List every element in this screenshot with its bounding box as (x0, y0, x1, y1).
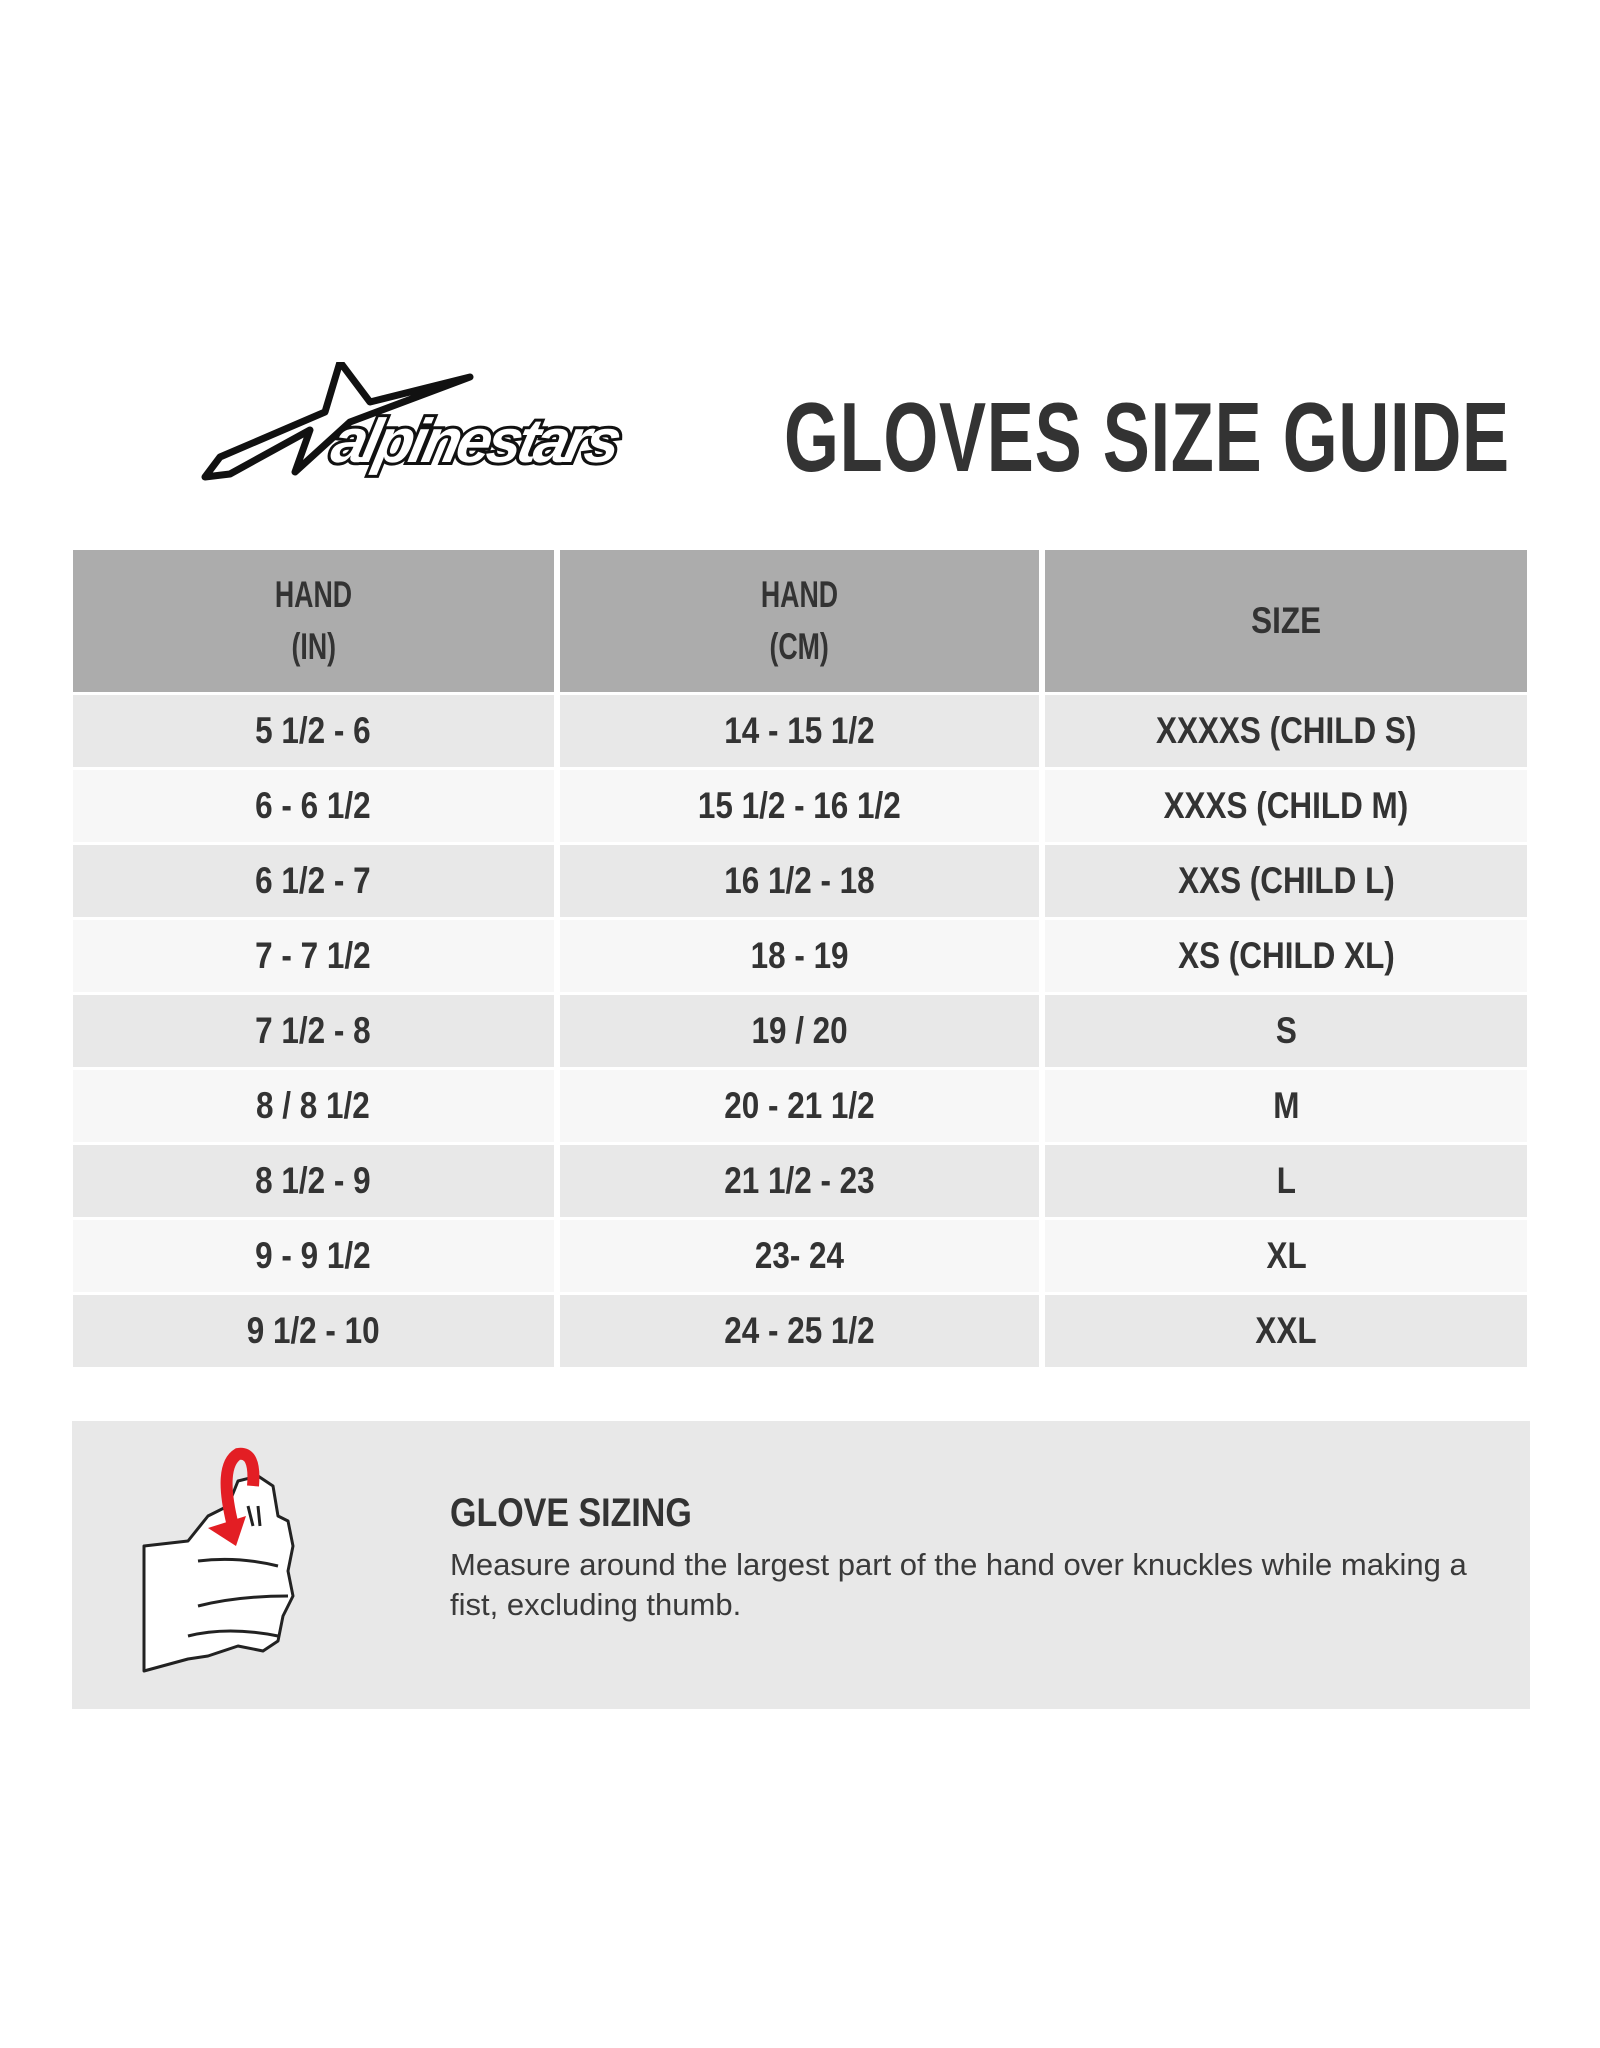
cell-hand-in: 5 1/2 - 6 (73, 695, 554, 767)
table-row: 9 1/2 - 10 24 - 25 1/2 XXL (73, 1295, 1528, 1367)
table-row: 8 / 8 1/2 20 - 21 1/2 M (73, 1070, 1528, 1142)
header-size: SIZE (1045, 550, 1528, 692)
cell-size: XXL (1045, 1295, 1528, 1367)
size-table: HAND (IN) HAND (CM) SIZE 5 1/2 - 6 14 - 15 … (73, 550, 1528, 1370)
cell-hand-cm: 23- 24 (559, 1220, 1040, 1292)
cell-size: XS (CHILD XL) (1045, 920, 1528, 992)
cell-hand-cm: 16 1/2 - 18 (559, 845, 1040, 917)
glove-sizing-panel: GLOVE SIZING Measure around the largest … (72, 1421, 1530, 1709)
cell-hand-in: 6 - 6 1/2 (73, 770, 554, 842)
cell-size: XXS (CHILD L) (1045, 845, 1528, 917)
cell-size: XL (1045, 1220, 1528, 1292)
cell-size: XXXXS (CHILD S) (1045, 695, 1528, 767)
glove-sizing-title: GLOVE SIZING (450, 1491, 692, 1535)
table-row: 6 - 6 1/2 15 1/2 - 16 1/2 XXXS (CHILD M) (73, 770, 1528, 842)
table-header: HAND (IN) HAND (CM) SIZE (73, 550, 1528, 692)
cell-hand-in: 7 1/2 - 8 (73, 995, 554, 1067)
glove-sizing-text: Measure around the largest part of the h… (450, 1547, 1467, 1622)
table-row: 6 1/2 - 7 16 1/2 - 18 XXS (CHILD L) (73, 845, 1528, 917)
cell-hand-cm: 20 - 21 1/2 (559, 1070, 1040, 1142)
cell-hand-in: 7 - 7 1/2 (73, 920, 554, 992)
alpinestars-logo: alpinestars (201, 362, 629, 481)
cell-hand-cm: 19 / 20 (559, 995, 1040, 1067)
cell-hand-in: 6 1/2 - 7 (73, 845, 554, 917)
cell-size: XXXS (CHILD M) (1045, 770, 1528, 842)
cell-hand-in: 9 - 9 1/2 (73, 1220, 554, 1292)
cell-size: M (1045, 1070, 1528, 1142)
table-row: 9 - 9 1/2 23- 24 XL (73, 1220, 1528, 1292)
table-row: 7 - 7 1/2 18 - 19 XS (CHILD XL) (73, 920, 1528, 992)
cell-hand-cm: 18 - 19 (559, 920, 1040, 992)
cell-hand-cm: 14 - 15 1/2 (559, 695, 1040, 767)
cell-hand-cm: 24 - 25 1/2 (559, 1295, 1040, 1367)
fist-measure-icon (142, 1447, 295, 1673)
header-hand-in: HAND (IN) (73, 550, 554, 692)
page-title: GLOVES SIZE GUIDE (784, 382, 1510, 492)
cell-hand-in: 9 1/2 - 10 (73, 1295, 554, 1367)
header-hand-cm: HAND (CM) (559, 550, 1040, 692)
cell-hand-in: 8 1/2 - 9 (73, 1145, 554, 1217)
cell-size: L (1045, 1145, 1528, 1217)
cell-hand-cm: 15 1/2 - 16 1/2 (559, 770, 1040, 842)
cell-hand-cm: 21 1/2 - 23 (559, 1145, 1040, 1217)
table-row: 8 1/2 - 9 21 1/2 - 23 L (73, 1145, 1528, 1217)
cell-hand-in: 8 / 8 1/2 (73, 1070, 554, 1142)
cell-size: S (1045, 995, 1528, 1067)
table-row: 7 1/2 - 8 19 / 20 S (73, 995, 1528, 1067)
svg-text:alpinestars: alpinestars (326, 407, 626, 476)
table-row: 5 1/2 - 6 14 - 15 1/2 XXXXS (CHILD S) (73, 695, 1528, 767)
